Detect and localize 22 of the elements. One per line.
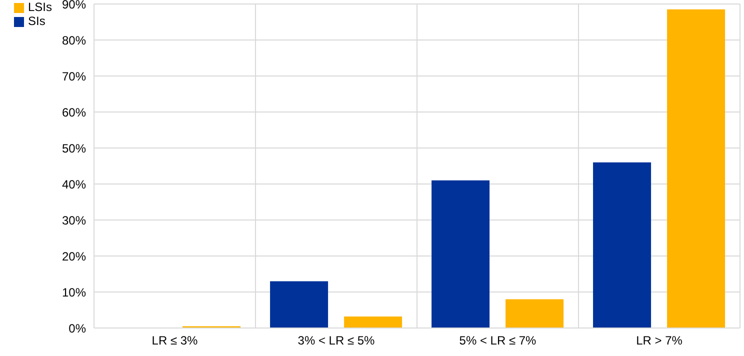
y-tick-label: 40%: [62, 177, 86, 192]
bar: [506, 299, 564, 328]
y-tick-label: 0%: [68, 321, 86, 336]
y-tick-label: 90%: [62, 0, 86, 12]
bar: [667, 9, 726, 328]
y-tick-label: 70%: [62, 69, 86, 84]
x-tick-label: LR ≤ 3%: [152, 334, 198, 348]
y-tick-label: 80%: [62, 33, 86, 48]
legend-label: SIs: [28, 14, 46, 28]
x-tick-label: 5% < LR ≤ 7%: [459, 334, 537, 348]
x-tick-label: LR > 7%: [636, 334, 683, 348]
bar: [593, 162, 652, 328]
y-tick-label: 10%: [62, 285, 86, 300]
bar: [344, 316, 402, 328]
y-tick-label: 20%: [62, 249, 86, 264]
x-tick-label: 3% < LR ≤ 5%: [298, 334, 376, 348]
bar: [270, 281, 328, 328]
legend-label: LSIs: [28, 0, 52, 14]
y-tick-label: 30%: [62, 213, 86, 228]
bar: [432, 180, 490, 328]
y-tick-label: 50%: [62, 141, 86, 156]
y-tick-label: 60%: [62, 105, 86, 120]
